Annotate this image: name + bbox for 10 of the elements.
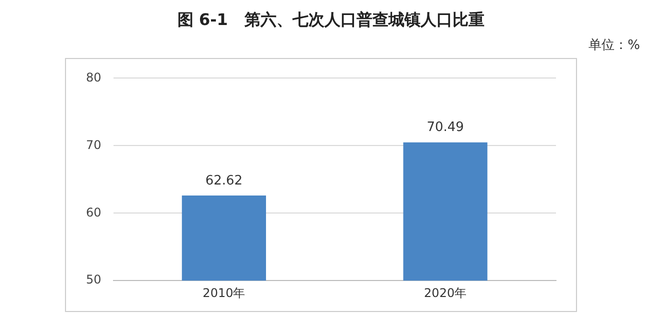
y-tick-label: 80 <box>86 70 102 84</box>
x-tick-label: 2020年 <box>424 286 467 300</box>
y-tick-label: 60 <box>86 205 102 220</box>
y-tick-label: 70 <box>86 138 102 152</box>
data-label: 70.49 <box>426 120 464 136</box>
y-tick-label: 50 <box>86 272 102 287</box>
chart-title: 图 6-1 第六、七次人口普查城镇人口比重 <box>176 10 486 31</box>
data-label: 62.62 <box>205 173 243 188</box>
text: 单位：% <box>588 37 640 54</box>
x-tick-label: 2010年 <box>202 286 246 300</box>
